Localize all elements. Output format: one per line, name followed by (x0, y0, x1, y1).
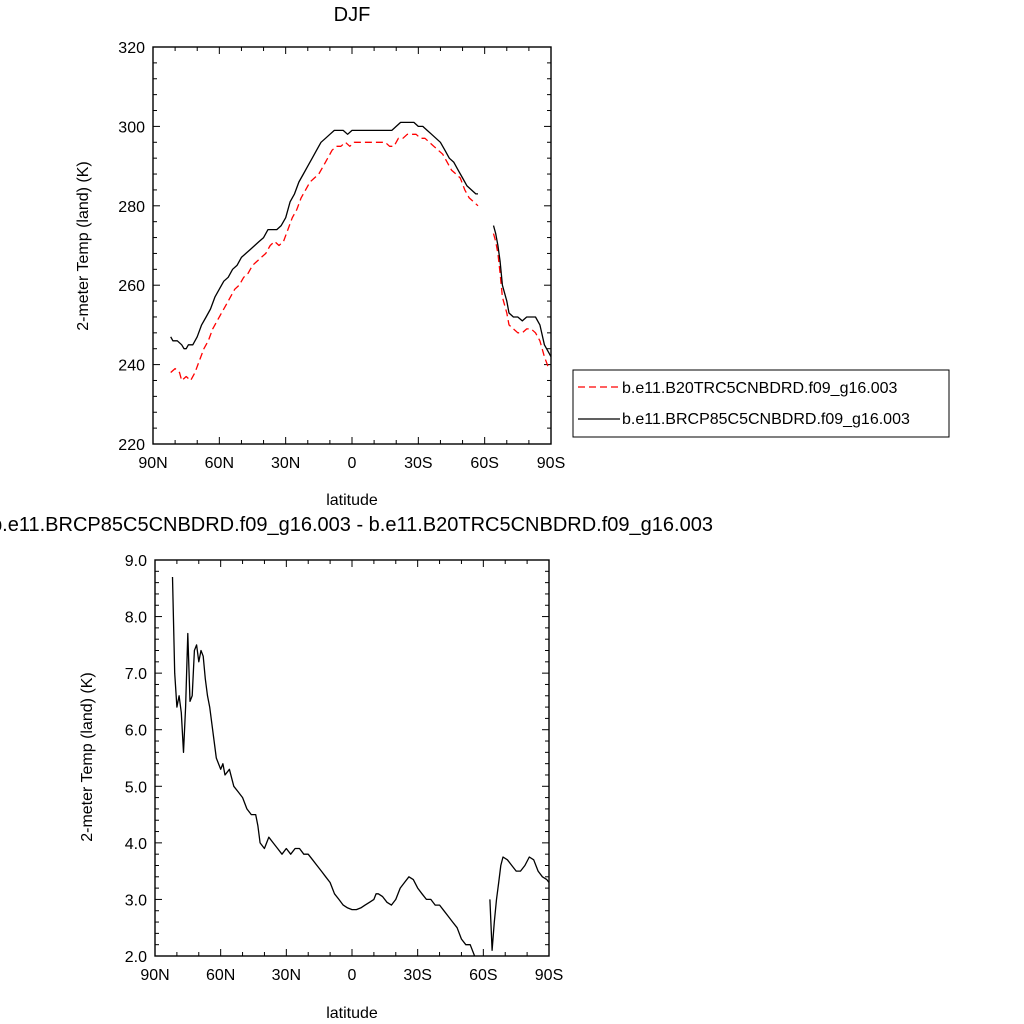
series-line-0 (171, 576, 476, 957)
y-tick-label: 6.0 (125, 723, 147, 740)
axis-ticks (152, 46, 552, 445)
x-tick-label: 60N (205, 455, 234, 472)
x-tick-label: 30S (404, 455, 432, 472)
x-tick-label: 90N (138, 455, 167, 472)
x-tick-label: 30N (271, 455, 300, 472)
axis-tick-labels: 90N 60N 30N 0 30S 60S 90S 2.0 3.0 4.0 5.0 6.0 7.0 8.0… (125, 553, 563, 984)
temperature-panel: DJF latitude 2-meter Temp (land) (K) 90N… (75, 4, 565, 509)
x-tick-label: 90S (535, 967, 563, 984)
series-line-1 (492, 225, 552, 358)
series-line-0 (170, 133, 479, 382)
x-tick-label: 30S (403, 967, 431, 984)
series-line-0 (492, 233, 550, 369)
series-line-1 (170, 121, 478, 350)
y-tick-label: 9.0 (125, 553, 147, 570)
x-tick-label: 60N (206, 967, 235, 984)
y-tick-label: 260 (118, 278, 145, 295)
x-tick-label: 60S (470, 455, 498, 472)
y-tick-label: 5.0 (125, 779, 147, 796)
y-tick-label: 280 (118, 199, 145, 216)
y-tick-label: 300 (118, 119, 145, 136)
series-line-0 (489, 856, 550, 951)
y-tick-label: 7.0 (125, 666, 147, 683)
x-axis-label: latitude (326, 1005, 378, 1022)
y-axis-label: 2-meter Temp (land) (K) (75, 161, 92, 331)
y-tick-label: 240 (118, 358, 145, 375)
plot-area (171, 576, 550, 957)
legend-label-brcp85: b.e11.BRCP85C5CNBDRD.f09_g16.003 (622, 411, 910, 428)
y-tick-label: 3.0 (125, 892, 147, 909)
y-tick-label: 8.0 (125, 610, 147, 627)
y-axis-label: 2-meter Temp (land) (K) (79, 672, 96, 842)
x-tick-label: 90S (537, 455, 565, 472)
difference-panel: b.e11.BRCP85C5CNBDRD.f09_g16.003 - b.e11… (0, 514, 713, 1022)
plot-frame (154, 559, 550, 957)
plot-area (170, 121, 552, 382)
legend-label-b20trc: b.e11.B20TRC5CNBDRD.f09_g16.003 (622, 380, 898, 397)
y-tick-label: 320 (118, 40, 145, 57)
legend-box (572, 369, 950, 438)
axis-ticks (154, 559, 550, 957)
plot-frame (152, 46, 552, 445)
x-tick-label: 60S (469, 967, 497, 984)
x-axis-label: latitude (326, 492, 378, 509)
x-tick-label: 90N (140, 967, 169, 984)
y-tick-label: 2.0 (125, 949, 147, 966)
chart-title: b.e11.BRCP85C5CNBDRD.f09_g16.003 - b.e11… (0, 514, 713, 536)
y-tick-label: 4.0 (125, 836, 147, 853)
chart-title: DJF (334, 4, 371, 26)
legend: b.e11.B20TRC5CNBDRD.f09_g16.003 b.e11.BR… (572, 369, 950, 438)
y-tick-label: 220 (118, 437, 145, 454)
x-tick-label: 0 (348, 967, 357, 984)
x-tick-label: 30N (272, 967, 301, 984)
x-tick-label: 0 (348, 455, 357, 472)
axis-tick-labels: 90N 60N 30N 0 30S 60S 90S 220 240 260 280 300 320 (118, 40, 565, 472)
